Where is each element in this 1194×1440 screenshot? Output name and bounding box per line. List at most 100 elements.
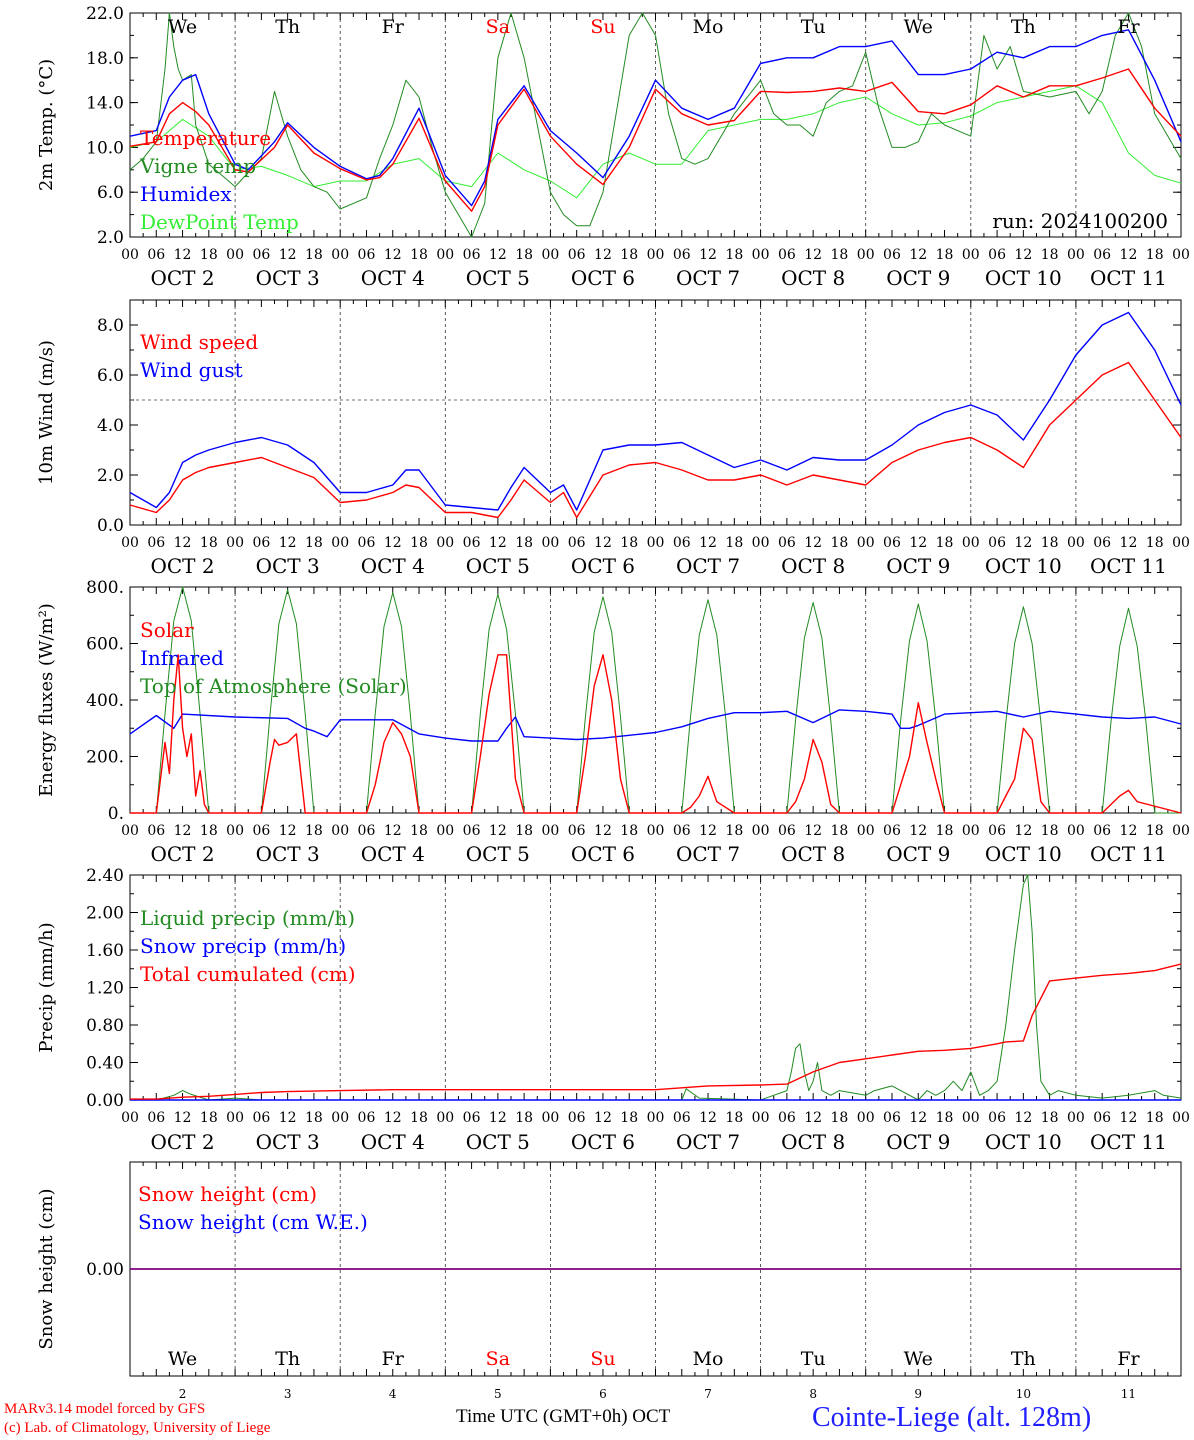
station-name: Cointe-Liege (alt. 128m) bbox=[812, 1402, 1092, 1433]
hour-tick-label: 12 bbox=[279, 247, 297, 263]
hour-tick-label: 18 bbox=[410, 1110, 428, 1126]
hour-tick-label: 00 bbox=[331, 535, 349, 551]
hour-tick-label: 12 bbox=[1014, 823, 1032, 839]
y-tick-label: 400. bbox=[86, 691, 124, 711]
hour-tick-label: 06 bbox=[147, 1110, 165, 1126]
day-number-label: 4 bbox=[389, 1387, 397, 1400]
y-tick-label: 0.00 bbox=[86, 1091, 124, 1111]
weekday-label: Mo bbox=[693, 16, 724, 38]
weekday-label: We bbox=[904, 1348, 933, 1370]
hour-tick-label: 18 bbox=[936, 247, 954, 263]
y-tick-label: 2.0 bbox=[97, 466, 124, 486]
y-tick-label: 1.20 bbox=[86, 979, 124, 999]
hour-tick-label: 06 bbox=[673, 1110, 691, 1126]
weekday-label: Tu bbox=[801, 1348, 826, 1370]
hour-tick-label: 06 bbox=[358, 247, 376, 263]
weekday-label: Sa bbox=[486, 1348, 510, 1370]
legend-entry: Snow precip (mm/h) bbox=[140, 934, 346, 958]
date-label: OCT 6 bbox=[571, 842, 635, 866]
hour-tick-label: 18 bbox=[410, 823, 428, 839]
hour-tick-label: 00 bbox=[226, 535, 244, 551]
y-tick-label: 0. bbox=[108, 804, 124, 824]
hour-tick-label: 12 bbox=[384, 1110, 402, 1126]
hour-tick-label: 12 bbox=[279, 1110, 297, 1126]
date-label: OCT 5 bbox=[466, 1130, 530, 1154]
hour-tick-label: 12 bbox=[1120, 535, 1138, 551]
panel-2: 0.0 2.0 4.0 6.0 8.0 10m Wind (m/s) Wind speed W… bbox=[36, 299, 1190, 578]
hour-tick-label: 18 bbox=[1041, 535, 1059, 551]
hour-tick-label: 00 bbox=[436, 823, 454, 839]
hour-tick-label: 18 bbox=[1146, 247, 1164, 263]
panel-5: 0.00 Snow height (cm) Snow height (cm) Snow… bbox=[36, 1161, 1182, 1377]
date-label: OCT 11 bbox=[1090, 842, 1167, 866]
date-label: OCT 7 bbox=[676, 842, 740, 866]
hour-tick-label: 00 bbox=[1067, 823, 1085, 839]
lab-credit: (c) Lab. of Climatology, University of L… bbox=[4, 1420, 271, 1436]
series-wind-speed bbox=[129, 361, 1182, 519]
weekday-label: We bbox=[168, 16, 197, 38]
hour-tick-label: 06 bbox=[252, 1110, 270, 1126]
hour-tick-label: 18 bbox=[831, 535, 849, 551]
hour-tick-label: 18 bbox=[515, 1110, 533, 1126]
hour-tick-label: 12 bbox=[699, 247, 717, 263]
hour-tick-label: 18 bbox=[620, 1110, 638, 1126]
hour-tick-label: 06 bbox=[883, 1110, 901, 1126]
hour-tick-label: 06 bbox=[778, 247, 796, 263]
day-number-label: 7 bbox=[704, 1387, 712, 1400]
hour-tick-label: 00 bbox=[647, 823, 665, 839]
hour-tick-label: 18 bbox=[936, 535, 954, 551]
hour-tick-label: 12 bbox=[174, 823, 192, 839]
hour-tick-label: 18 bbox=[620, 247, 638, 263]
date-label: OCT 8 bbox=[781, 842, 845, 866]
legend-entry: DewPoint Temp bbox=[140, 210, 299, 234]
hour-tick-label: 06 bbox=[252, 247, 270, 263]
hour-tick-label: 00 bbox=[1172, 535, 1190, 551]
hour-tick-label: 00 bbox=[647, 247, 665, 263]
hour-tick-label: 00 bbox=[331, 247, 349, 263]
weekday-label: Fr bbox=[382, 16, 405, 38]
y-tick-label: 2.40 bbox=[86, 866, 124, 886]
hour-tick-label: 18 bbox=[305, 1110, 323, 1126]
legend-entry: Liquid precip (mm/h) bbox=[140, 906, 355, 930]
legend-entry: Snow height (cm W.E.) bbox=[138, 1210, 368, 1234]
hour-tick-label: 18 bbox=[620, 823, 638, 839]
date-label: OCT 7 bbox=[676, 1130, 740, 1154]
series-infrared bbox=[129, 709, 1182, 742]
panel-3: 0. 200. 400. 600. 800. Energy fluxes (W/m²) So… bbox=[36, 578, 1190, 866]
y-tick-label: 0.40 bbox=[86, 1054, 124, 1074]
hour-tick-label: 12 bbox=[909, 823, 927, 839]
hour-tick-label: 12 bbox=[1014, 247, 1032, 263]
weekday-label: Su bbox=[590, 16, 615, 38]
legend-entry: Total cumulated (cm) bbox=[140, 962, 356, 986]
weekday-label: Fr bbox=[382, 1348, 405, 1370]
hour-tick-label: 12 bbox=[384, 823, 402, 839]
hour-tick-label: 18 bbox=[1146, 1110, 1164, 1126]
date-label: OCT 8 bbox=[781, 266, 845, 290]
hour-tick-label: 18 bbox=[515, 535, 533, 551]
date-label: OCT 8 bbox=[781, 554, 845, 578]
hour-tick-label: 18 bbox=[936, 823, 954, 839]
hour-tick-label: 00 bbox=[226, 1110, 244, 1126]
hour-tick-label: 12 bbox=[489, 247, 507, 263]
y-tick-label: 14.0 bbox=[86, 94, 124, 114]
y-tick-label: 1.60 bbox=[86, 941, 124, 961]
day-number-label: 6 bbox=[599, 1387, 607, 1400]
hour-tick-label: 18 bbox=[620, 535, 638, 551]
hour-tick-label: 06 bbox=[988, 823, 1006, 839]
date-label: OCT 10 bbox=[985, 266, 1062, 290]
date-label: OCT 2 bbox=[150, 1130, 214, 1154]
day-number-label: 11 bbox=[1121, 1387, 1136, 1400]
hour-tick-label: 18 bbox=[725, 1110, 743, 1126]
hour-tick-label: 00 bbox=[1172, 1110, 1190, 1126]
legend-entry: Infrared bbox=[140, 646, 224, 670]
hour-tick-label: 06 bbox=[1093, 1110, 1111, 1126]
hour-tick-label: 18 bbox=[200, 1110, 218, 1126]
legend-entry: Humidex bbox=[140, 182, 232, 206]
date-label: OCT 8 bbox=[781, 1130, 845, 1154]
hour-tick-label: 06 bbox=[883, 823, 901, 839]
hour-tick-label: 06 bbox=[883, 247, 901, 263]
hour-tick-label: 18 bbox=[305, 823, 323, 839]
hour-tick-label: 18 bbox=[1146, 823, 1164, 839]
hour-tick-label: 00 bbox=[752, 823, 770, 839]
hour-tick-label: 00 bbox=[647, 535, 665, 551]
